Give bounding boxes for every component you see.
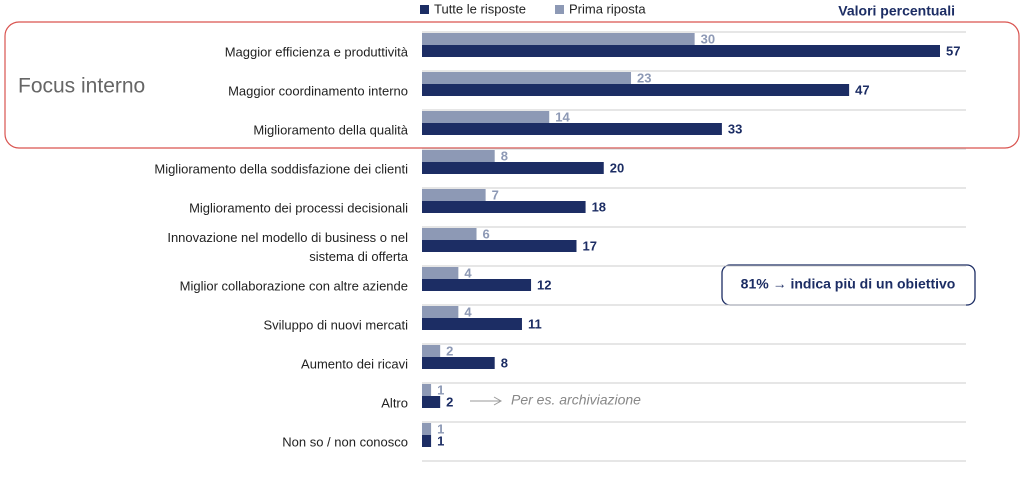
category-label: Miglioramento dei processi decisionali [189, 200, 408, 215]
category-label: Aumento dei ricavi [301, 356, 408, 371]
legend-label: Prima riposta [569, 1, 646, 16]
bar [422, 318, 522, 330]
value-label: 6 [483, 226, 490, 241]
category-label: Maggior efficienza e produttività [224, 44, 408, 59]
bar [422, 279, 532, 291]
bar [422, 396, 441, 408]
legend-label: Tutte le risposte [434, 1, 526, 16]
value-label: 2 [446, 343, 453, 358]
category-label: Miglioramento della soddisfazione dei cl… [154, 161, 408, 176]
bar [422, 435, 432, 447]
value-label: 8 [501, 148, 508, 163]
note: 81% → indica più di un obiettivo [741, 276, 956, 292]
category-label: Sviluppo di nuovi mercati [263, 317, 408, 332]
value-label: 2 [446, 394, 453, 409]
bar [422, 123, 722, 135]
value-label: 17 [582, 238, 596, 253]
value-label: 1 [437, 382, 444, 397]
bar [422, 45, 940, 57]
bar [422, 162, 604, 174]
bar [422, 423, 432, 435]
value-label: 7 [492, 187, 499, 202]
arrow-head [493, 396, 503, 406]
value-label: 1 [437, 421, 444, 436]
value-label: 8 [501, 355, 508, 370]
bar [422, 345, 441, 357]
category-label: Miglioramento della qualità [253, 122, 408, 137]
value-label: 14 [555, 109, 570, 124]
value-label: 47 [855, 82, 869, 97]
value-label: 57 [946, 43, 960, 58]
legend-swatch [420, 5, 429, 14]
group-box [4, 21, 1020, 149]
category-label: Maggior coordinamento interno [228, 83, 408, 98]
bar [422, 306, 459, 318]
bar [422, 384, 432, 396]
bar [422, 189, 486, 201]
value-label: 18 [592, 199, 606, 214]
category-label: Miglior collaborazione con altre aziende [179, 278, 408, 293]
value-label: 20 [610, 160, 624, 175]
bar [422, 201, 586, 213]
bar [422, 72, 632, 84]
category-label: Altro [381, 395, 408, 410]
value-label: 4 [464, 304, 472, 319]
value-label: 12 [537, 277, 551, 292]
value-label: 11 [528, 316, 542, 331]
legend-swatch [555, 5, 564, 14]
value-label: 30 [701, 31, 715, 46]
bar [422, 150, 495, 162]
value-label: 4 [464, 265, 472, 280]
value-label: 33 [728, 121, 742, 136]
unit-note: Valori percentuali [838, 3, 955, 19]
arrow-note: Per es. archiviazione [511, 392, 641, 408]
bar [422, 111, 550, 123]
group-label: Focus interno [18, 75, 145, 98]
bar [422, 357, 495, 369]
bar [422, 228, 477, 240]
value-label: 1 [437, 433, 444, 448]
value-label: 23 [637, 70, 651, 85]
bar [422, 84, 850, 96]
category-label: Non so / non conosco [282, 434, 408, 449]
bar [422, 240, 577, 252]
category-label: Innovazione nel modello di business o ne… [167, 229, 408, 264]
bar [422, 267, 459, 279]
bar [422, 33, 695, 45]
